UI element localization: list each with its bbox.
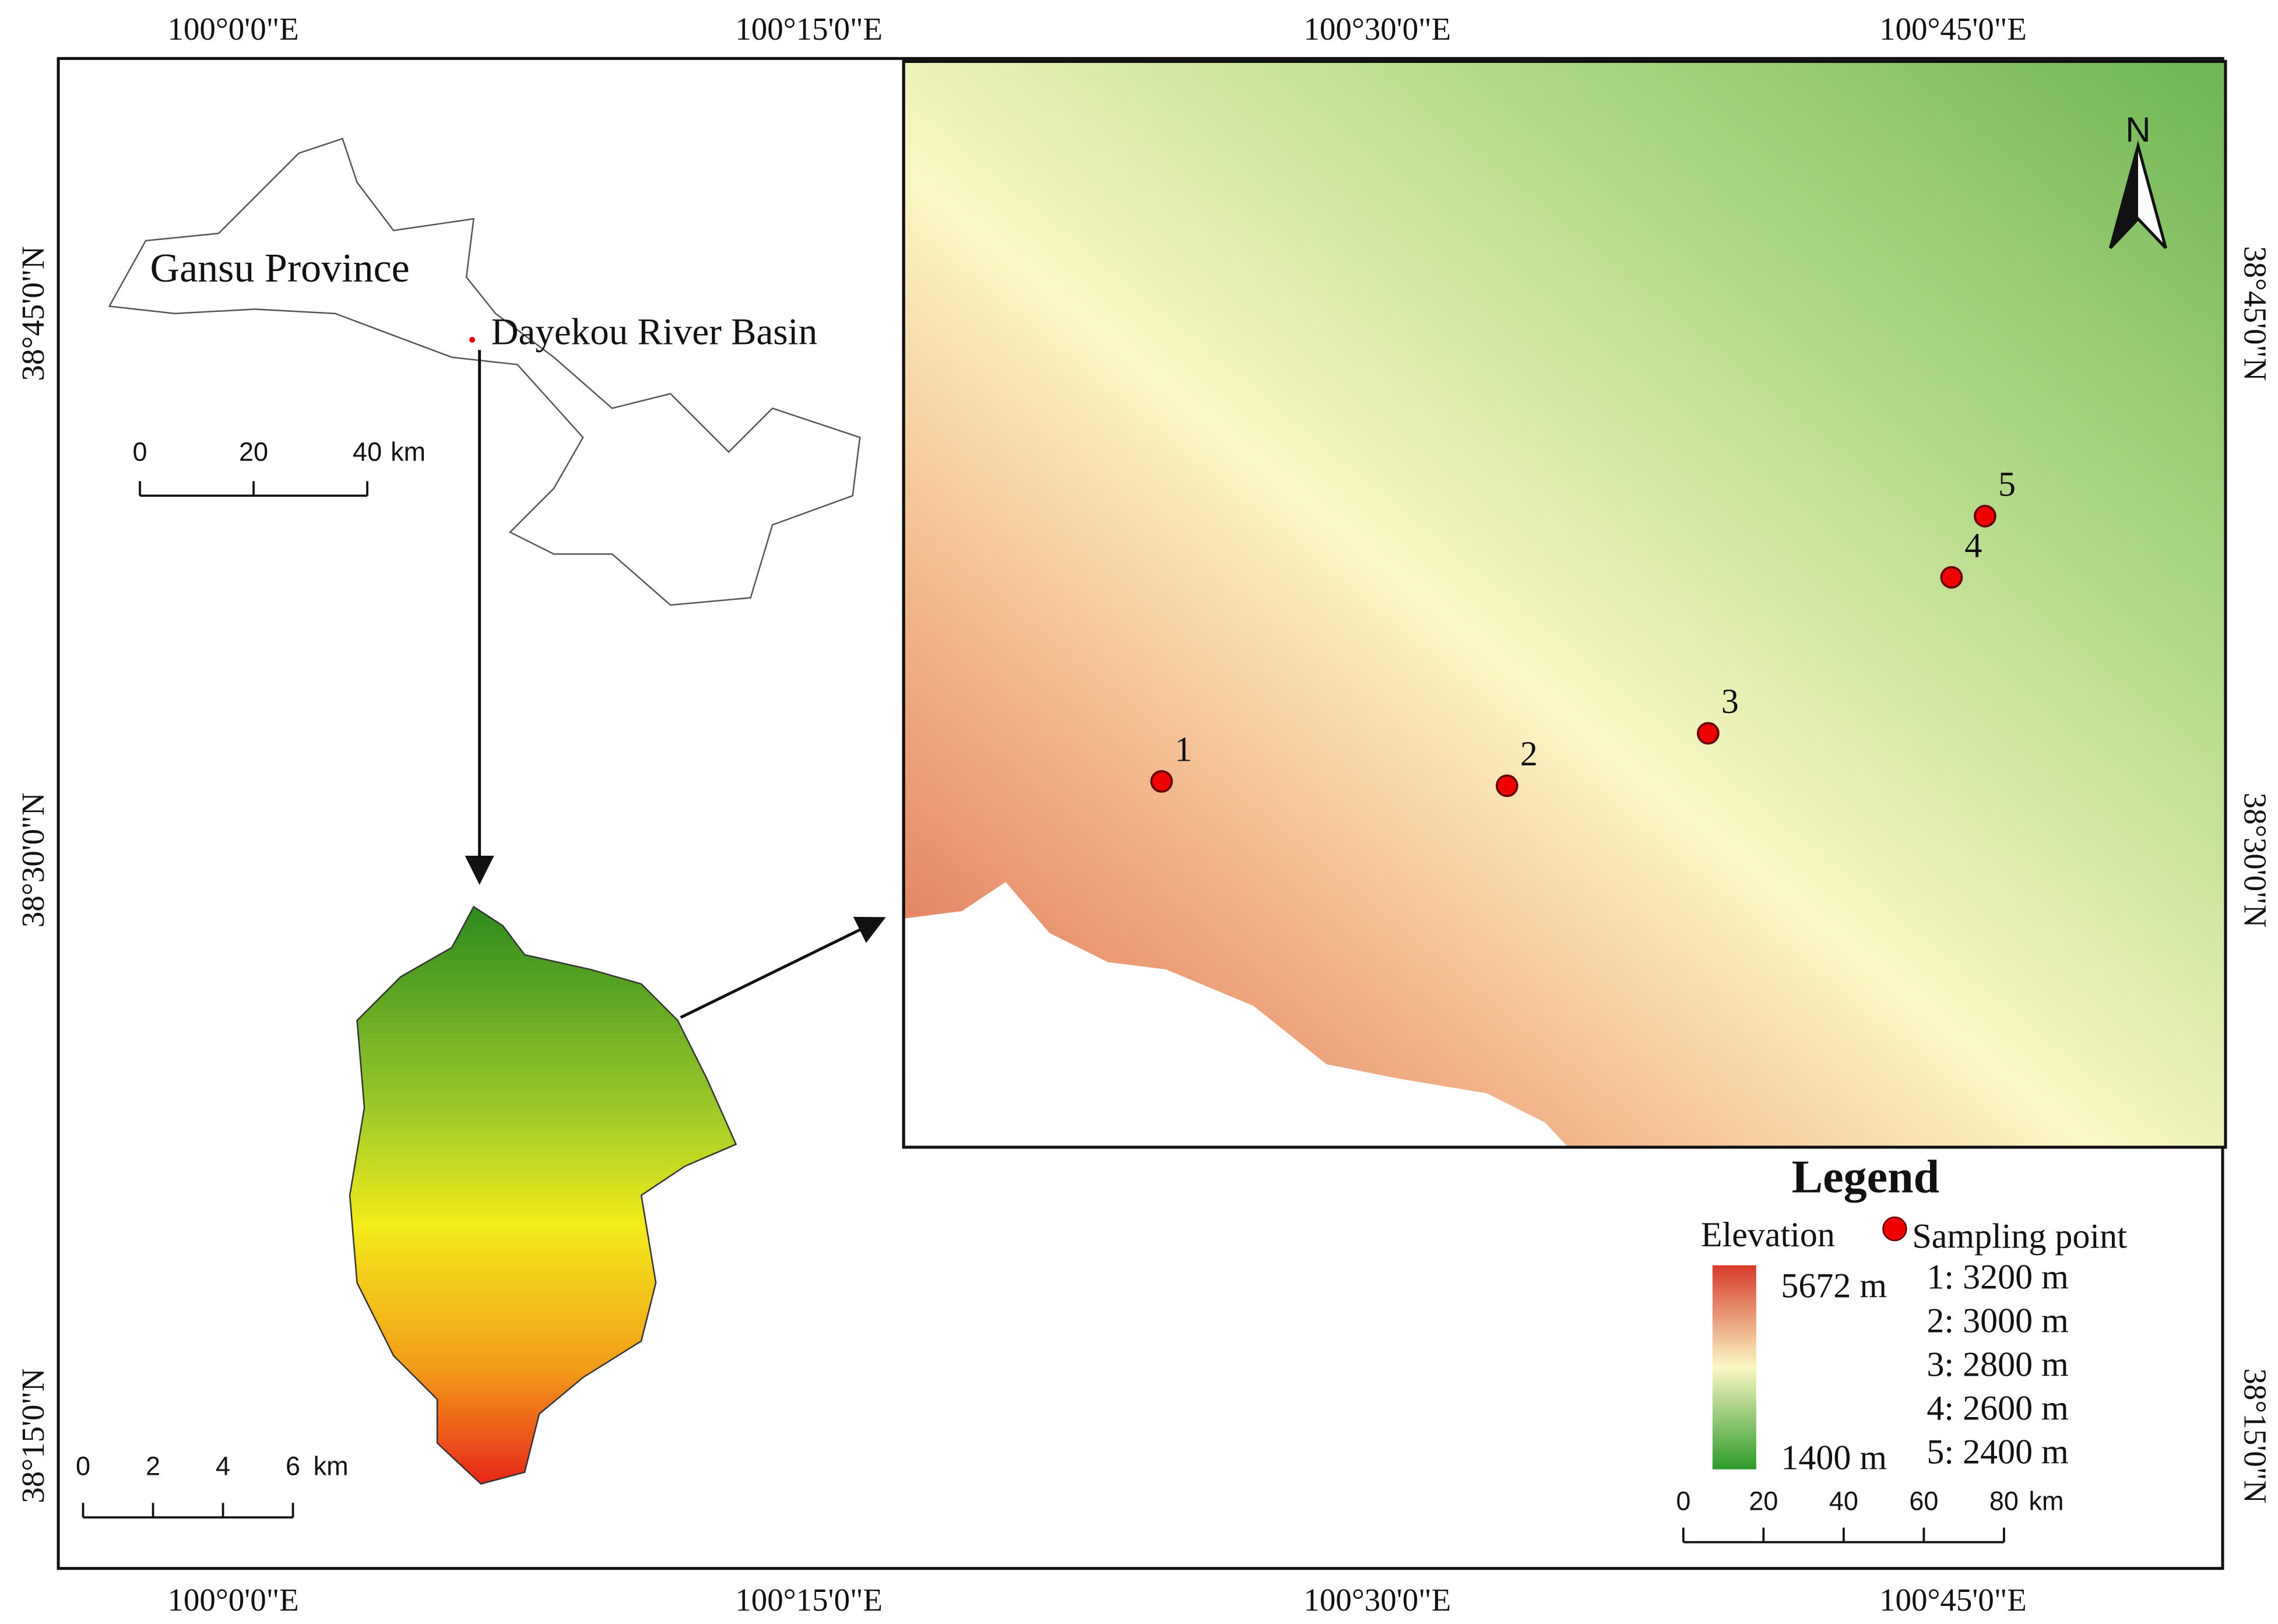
elevation-min: 1400 m: [1781, 1439, 1887, 1477]
elevation-bar: [1712, 1265, 1756, 1470]
lon-label: 100°30'0"E: [1303, 11, 1451, 47]
lat-label: 38°15'0"N: [15, 1368, 51, 1503]
lon-label: 100°0'0"E: [167, 1582, 298, 1618]
dem-frame: [902, 59, 2227, 1149]
lon-label: 100°15'0"E: [735, 1582, 883, 1618]
scale-unit: km: [391, 437, 426, 466]
lat-label: 38°45'0"N: [15, 246, 51, 381]
scale-unit: km: [314, 1451, 349, 1481]
lon-label: 100°30'0"E: [1303, 1582, 1451, 1618]
sampling-point: [1150, 770, 1173, 793]
scale-tick-label: 40: [1829, 1486, 1858, 1516]
point-label: 4: [1964, 526, 1982, 564]
point-label: 2: [1520, 734, 1538, 773]
lat-label: 38°30'0"N: [2237, 793, 2273, 928]
scale-unit: km: [2029, 1486, 2063, 1516]
legend-entry: 3: 2800 m: [1927, 1345, 2068, 1384]
legend-point: [1882, 1216, 1907, 1242]
province-label: Gansu Province: [150, 246, 410, 291]
elevation-max: 5672 m: [1781, 1267, 1887, 1305]
legend-entry: 2: 3000 m: [1927, 1302, 2068, 1340]
lat-label: 38°30'0"N: [15, 793, 51, 928]
lon-label: 100°15'0"E: [735, 11, 883, 47]
north-label: N: [2125, 110, 2150, 149]
scale-tick-label: 60: [1909, 1486, 1938, 1516]
sampling-point: [1495, 774, 1518, 797]
legend-title: Legend: [1792, 1152, 1939, 1203]
point-label: 3: [1721, 682, 1739, 720]
scale-tick-label: 80: [1989, 1486, 2019, 1516]
scale-tick-label: 40: [353, 437, 382, 466]
scale-tick-label: 20: [1749, 1486, 1778, 1516]
lat-label: 38°15'0"N: [2237, 1368, 2273, 1503]
elevation-title: Elevation: [1701, 1215, 1835, 1254]
scale-tick-label: 20: [239, 437, 268, 466]
point-label: 1: [1175, 730, 1192, 768]
scale-tick-label: 0: [133, 437, 147, 466]
scale-tick-label: 2: [146, 1451, 160, 1481]
legend-entry: 1: 3200 m: [1927, 1258, 2068, 1296]
lat-label: 38°45'0"N: [2237, 246, 2273, 381]
legend-entry: 4: 2600 m: [1927, 1389, 2068, 1428]
scale-tick-label: 6: [286, 1451, 300, 1481]
basin-location: [469, 336, 476, 343]
point-label: 5: [1998, 465, 2016, 503]
lon-label: 100°45'0"E: [1879, 1582, 2027, 1618]
point-title: Sampling point: [1912, 1217, 2127, 1256]
lon-label: 100°45'0"E: [1879, 11, 2027, 47]
sampling-point: [1974, 505, 1996, 528]
sampling-point: [1940, 566, 1963, 589]
north-arrow: [2110, 146, 2138, 248]
lon-label: 100°0'0"E: [167, 11, 298, 47]
gansu-outline: [108, 138, 861, 606]
scale-tick-label: 4: [216, 1451, 230, 1481]
sampling-point: [1696, 722, 1720, 745]
scale-tick-label: 0: [76, 1451, 90, 1481]
scale-tick-label: 0: [1676, 1486, 1690, 1516]
basin-dem: [349, 905, 737, 1485]
legend-entry: 5: 2400 m: [1927, 1433, 2068, 1471]
basin-label: Dayekou River Basin: [491, 311, 818, 353]
arrow: [680, 916, 886, 1019]
no-data-area: [905, 882, 1567, 1146]
